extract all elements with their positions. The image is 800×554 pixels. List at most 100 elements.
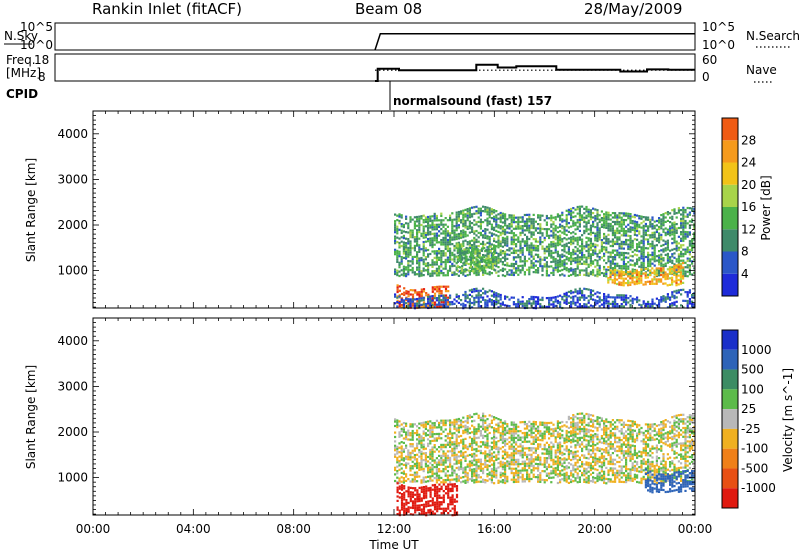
power-cell-4: [627, 297, 630, 300]
power-cell-1: [684, 248, 687, 251]
power-cell-1: [411, 255, 414, 259]
power-cell-1: [660, 220, 663, 223]
velocity-cell-0: [400, 445, 403, 448]
power-cell-1: [629, 213, 632, 216]
velocity-cell-0: [409, 454, 412, 457]
power-cell-0: [398, 294, 401, 297]
power-cell-1: [424, 236, 427, 239]
velocity-cell-0: [482, 469, 485, 472]
power-cell-1: [666, 230, 669, 233]
velocity-cell-0: [515, 430, 518, 433]
power-cell-1: [460, 232, 463, 235]
power-cell-1: [653, 235, 656, 239]
velocity-cell-0: [545, 450, 548, 453]
power-cell-1: [616, 242, 619, 246]
velocity-cell-0: [418, 433, 421, 436]
velocity-cell-0: [543, 432, 546, 435]
power-cell-1: [556, 241, 559, 245]
power-cell-1: [407, 231, 410, 234]
power-cell-4: [633, 298, 636, 301]
velocity-cell-0: [539, 421, 542, 424]
power-cell-1: [541, 247, 544, 250]
velocity-cell-0: [488, 456, 491, 459]
power-cell-2: [675, 279, 678, 282]
power-cell-1: [471, 206, 474, 209]
power-cell-2: [657, 267, 660, 270]
power-cell-4: [541, 298, 544, 302]
power-cell-1: [418, 261, 421, 264]
power-cell-1: [589, 262, 592, 265]
power-cell-4: [655, 297, 658, 300]
power-cell-1: [651, 247, 654, 250]
power-cell-1: [673, 228, 676, 231]
power-cell-3: [485, 248, 488, 251]
power-cell-1: [675, 242, 678, 245]
velocity-cell-0: [528, 480, 531, 483]
power-cell-1: [523, 220, 526, 223]
velocity-cell-0: [422, 426, 425, 429]
power-cell-4: [565, 296, 568, 299]
power-cell-1: [460, 260, 463, 264]
power-cell-1: [605, 215, 608, 218]
power-cell-1: [413, 247, 416, 250]
power-cell-2: [618, 274, 621, 277]
velocity-cell-0: [488, 449, 491, 452]
velocity-cell-0: [512, 458, 515, 462]
power-cell-4: [484, 290, 487, 293]
power-cell-4: [477, 305, 480, 308]
velocity-cell-0: [517, 474, 520, 477]
power-cell-1: [680, 233, 683, 236]
power-cell-4: [594, 299, 597, 302]
power-cell-1: [515, 267, 518, 270]
power-cell-1: [585, 241, 588, 244]
power-cell-1: [444, 243, 447, 246]
velocity-cell-0: [534, 447, 537, 450]
power-cell-4: [589, 291, 592, 294]
power-cell-0: [438, 292, 441, 295]
power-cell-1: [449, 260, 452, 263]
power-cell-1: [675, 223, 678, 226]
power-cell-1: [693, 245, 696, 248]
power-cell-1: [521, 264, 524, 267]
power-cell-1: [559, 236, 562, 239]
power-cell-1: [532, 244, 535, 247]
power-cell-1: [673, 232, 676, 235]
velocity-cell-0: [444, 439, 447, 442]
power-cell-1: [688, 248, 691, 252]
power-cell-4: [605, 302, 608, 305]
power-cell-1: [504, 250, 507, 253]
velocity-cell-0: [501, 454, 504, 457]
power-cell-3: [456, 243, 459, 246]
power-cell-4: [565, 302, 568, 305]
power-cell-2: [673, 269, 676, 272]
power-cell-1: [662, 221, 665, 225]
power-cell-1: [594, 226, 597, 229]
power-cell-1: [625, 252, 628, 255]
power-cell-1: [592, 223, 595, 226]
velocity-cell-0: [484, 419, 487, 422]
velocity-cell-0: [499, 471, 502, 474]
velocity-cell-0: [528, 425, 531, 428]
power-cell-4: [570, 305, 573, 308]
power-cell-1: [572, 248, 575, 251]
velocity-cell-0: [526, 456, 529, 459]
power-cell-3: [483, 255, 486, 258]
power-cell-1: [438, 269, 441, 272]
power-cell-1: [653, 227, 656, 230]
velocity-cell-0: [398, 462, 401, 465]
velocity-cell-0: [435, 472, 438, 475]
power-cell-1: [651, 231, 654, 234]
power-cell-1: [638, 250, 641, 253]
power-cell-4: [490, 294, 493, 297]
velocity-cell-0: [488, 445, 491, 448]
power-cell-1: [664, 262, 667, 265]
power-cell-2: [607, 277, 610, 280]
power-cell-4: [468, 300, 471, 303]
velocity-cell-0: [418, 449, 421, 452]
power-cell-2: [638, 277, 641, 280]
power-cell-4: [662, 295, 665, 298]
power-cell-1: [596, 215, 599, 218]
power-cell-1: [532, 264, 535, 267]
velocity-cell-0: [501, 468, 504, 471]
power-cell-2: [651, 271, 654, 274]
